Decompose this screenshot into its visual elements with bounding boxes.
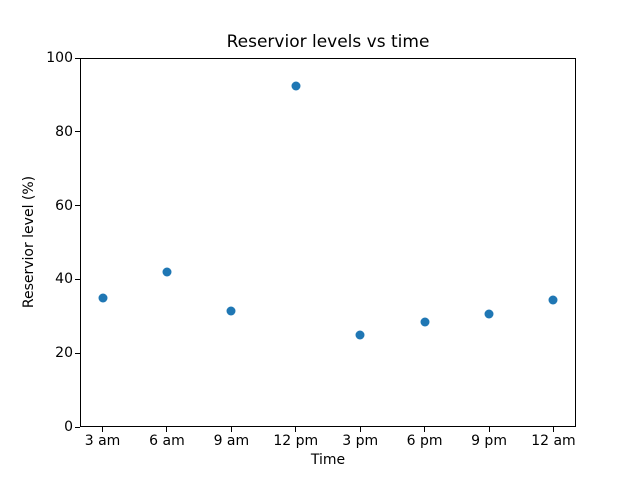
y-tick-mark	[75, 352, 80, 354]
y-tick-label: 0	[64, 419, 73, 435]
x-tick-label: 9 am	[213, 433, 250, 449]
y-tick-label: 40	[55, 271, 73, 288]
scatter-point	[98, 293, 108, 303]
y-tick-mark	[75, 131, 80, 133]
x-tick-label: 12 pm	[273, 433, 319, 449]
x-tick-label: 3 am	[84, 433, 121, 449]
chart-title: Reservior levels vs time	[226, 32, 430, 52]
x-tick-mark	[230, 427, 232, 432]
x-tick-label: 6 pm	[406, 433, 443, 449]
y-tick-mark	[75, 57, 80, 59]
y-tick-mark	[75, 205, 80, 207]
plot-area	[80, 58, 576, 427]
scatter-point	[355, 330, 365, 340]
scatter-point	[162, 267, 172, 277]
x-tick-mark	[552, 427, 554, 432]
y-tick-label: 80	[55, 123, 73, 140]
x-tick-mark	[488, 427, 490, 432]
scatter-point	[291, 81, 301, 91]
x-tick-mark	[102, 427, 104, 432]
x-tick-label: 9 pm	[471, 433, 507, 449]
y-tick-label: 20	[55, 345, 73, 362]
x-tick-mark	[359, 427, 361, 432]
x-tick-mark	[424, 427, 426, 432]
x-tick-label: 3 pm	[342, 433, 379, 449]
scatter-point	[226, 306, 236, 316]
x-tick-mark	[295, 427, 297, 432]
y-tick-mark	[75, 278, 80, 280]
x-axis-label: Time	[310, 452, 346, 468]
y-tick-label: 100	[46, 50, 73, 66]
y-axis-label: Reservior level (%)	[21, 175, 37, 309]
scatter-point	[420, 317, 430, 327]
x-tick-label: 6 am	[149, 433, 185, 449]
scatter-point	[484, 309, 494, 319]
x-tick-mark	[166, 427, 168, 432]
y-tick-mark	[75, 426, 80, 428]
y-tick-label: 60	[55, 197, 73, 214]
scatter-point	[548, 295, 558, 305]
x-tick-label: 12 am	[531, 433, 576, 449]
